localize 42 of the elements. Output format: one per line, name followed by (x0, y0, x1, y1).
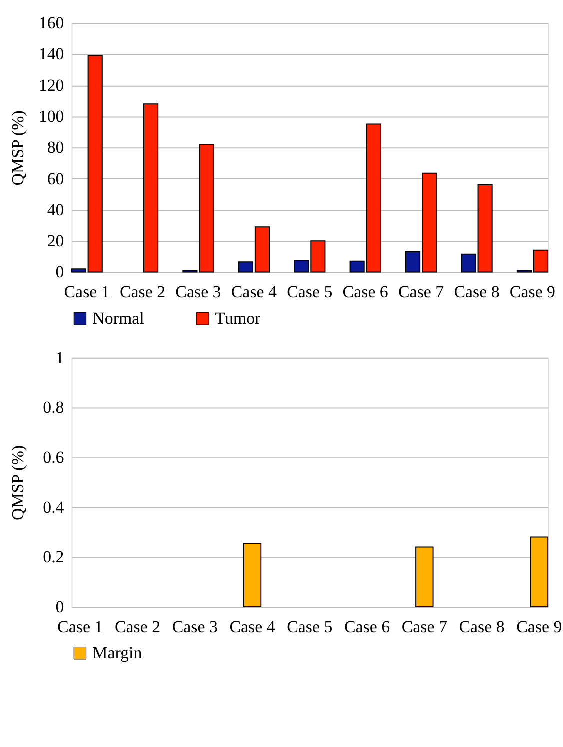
x-tick-label: Case 4 (231, 282, 278, 302)
y-tick-label: 60 (47, 169, 64, 188)
x-tick-label: Case 2 (120, 282, 166, 302)
y-tick-label: 0.4 (43, 498, 65, 517)
y-tick-label: 100 (38, 107, 64, 126)
y-tick-label: 40 (47, 200, 64, 220)
x-tick-label: Case 6 (342, 282, 388, 302)
y-tick-label: 0.6 (43, 448, 64, 468)
bar (530, 536, 549, 608)
bar (144, 104, 159, 273)
x-tick-label: Case 3 (172, 617, 218, 636)
y-tick-label: 20 (47, 232, 64, 251)
x-tick-label: Case 5 (287, 282, 333, 302)
x-tick-label: Case 8 (454, 282, 500, 302)
y-axis-title: QMSP (%) (8, 445, 28, 521)
legend-label: Margin (92, 643, 143, 662)
y-tick-label: 0.2 (43, 548, 64, 567)
x-tick-label: Case 6 (344, 617, 390, 636)
x-tick-label: Case 7 (402, 617, 448, 636)
x-tick-label: Case 8 (459, 617, 505, 636)
x-tick-label: Case 9 (516, 617, 562, 636)
x-tick-label: Case 2 (114, 617, 161, 636)
y-tick-label: 0 (56, 598, 64, 617)
x-tick-label: Case 7 (398, 282, 444, 302)
y-tick-label: 0 (56, 262, 64, 282)
y-tick-label: 140 (38, 44, 64, 64)
x-tick-label: Case 4 (230, 617, 276, 636)
y-tick-label: 160 (38, 14, 64, 33)
bar (416, 546, 434, 608)
bar (243, 543, 262, 608)
x-tick-label: Case 3 (176, 282, 222, 302)
y-tick-label: 120 (38, 76, 64, 95)
x-tick-label: Case 1 (64, 282, 110, 302)
x-tick-label: Case 1 (58, 617, 104, 636)
legend-label: Normal (92, 308, 145, 328)
x-tick-label: Case 5 (287, 617, 333, 636)
x-tick-label: Case 9 (510, 282, 556, 302)
legend-label: Tumor (215, 308, 262, 328)
y-axis-title: QMSP (%) (8, 110, 28, 186)
y-tick-label: 1 (56, 348, 64, 368)
y-tick-label: 0.8 (43, 398, 64, 418)
y-tick-label: 80 (47, 138, 64, 158)
